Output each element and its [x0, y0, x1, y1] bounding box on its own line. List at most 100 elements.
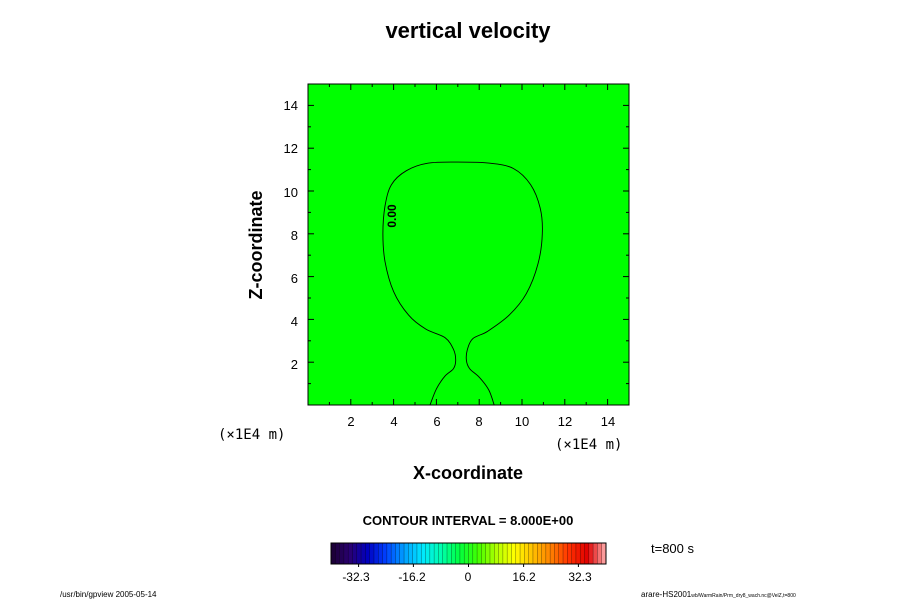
colorbar-segment — [502, 543, 508, 564]
colorbar-segment — [399, 543, 405, 564]
contour-label-zero: 0.00 — [385, 204, 399, 228]
colorbar-tick-label: 16.2 — [512, 570, 536, 584]
x-tick-label: 12 — [558, 414, 572, 429]
y-tick-label: 4 — [291, 314, 298, 329]
colorbar-segment — [447, 543, 452, 564]
colorbar — [331, 543, 607, 567]
footer-right-main: arare-HS2001 — [641, 590, 692, 599]
colorbar-segment — [365, 543, 370, 564]
colorbar-segment — [369, 543, 375, 564]
colorbar-segment — [434, 543, 439, 564]
x-tick-label: 2 — [347, 414, 354, 429]
colorbar-tick-label: -32.3 — [342, 570, 370, 584]
y-tick-label: 14 — [284, 98, 298, 113]
colorbar-tick-label: 0 — [465, 570, 472, 584]
plot-area: 0.00 — [307, 83, 630, 406]
y-tick-label: 12 — [284, 141, 298, 156]
colorbar-segment — [563, 543, 568, 564]
x-tick-label: 8 — [475, 414, 482, 429]
colorbar-segment — [348, 543, 353, 564]
x-tick-label: 6 — [433, 414, 440, 429]
colorbar-segment — [468, 543, 474, 564]
colorbar-segment — [343, 543, 349, 564]
colorbar-segment — [537, 543, 542, 564]
colorbar-segment — [412, 543, 418, 564]
colorbar-segment — [361, 543, 366, 564]
colorbar-segment — [429, 543, 435, 564]
colorbar-segment — [356, 543, 362, 564]
colorbar-segment — [352, 543, 358, 564]
plot-frame — [307, 83, 630, 406]
colorbar-segment — [541, 543, 547, 564]
colorbar-frame — [330, 542, 607, 565]
y-axis-label: Z-coordinate — [246, 190, 266, 299]
y-tick-label: 8 — [291, 228, 298, 243]
colorbar-segment — [593, 543, 598, 564]
x-axis-label: X-coordinate — [413, 463, 523, 483]
y-tick-labels: 2 4 6 8 10 12 14 — [284, 98, 298, 372]
colorbar-segment — [416, 543, 422, 564]
colorbar-segment — [421, 543, 426, 564]
colorbar-tick-label: -16.2 — [398, 570, 426, 584]
y-unit-label: (×1E4 m) — [218, 427, 285, 443]
colorbar-segment — [459, 543, 465, 564]
colorbar-tick-label: 32.3 — [568, 570, 592, 584]
contour-line-zero — [382, 161, 543, 406]
colorbar-segment — [515, 543, 521, 564]
colorbar-segment — [477, 543, 482, 564]
colorbar-tick-labels: -32.3 -16.2 0 16.2 32.3 — [342, 570, 592, 584]
colorbar-segment — [339, 543, 345, 564]
colorbar-segment — [558, 543, 564, 564]
colorbar-segment — [391, 543, 396, 564]
x-tick-label: 4 — [390, 414, 397, 429]
colorbar-segment — [438, 543, 444, 564]
contour-interval: CONTOUR INTERVAL = 8.000E+00 — [363, 513, 574, 528]
x-tick-labels: 2 4 6 8 10 12 14 — [347, 414, 615, 429]
colorbar-segment — [597, 543, 603, 564]
colorbar-segment — [425, 543, 431, 564]
colorbar-segment — [554, 543, 560, 564]
colorbar-segment — [507, 543, 512, 564]
colorbar-segment — [378, 543, 383, 564]
colorbar-segment — [580, 543, 585, 564]
colorbar-segment — [386, 543, 392, 564]
colorbar-segment — [498, 543, 504, 564]
colorbar-segment — [494, 543, 499, 564]
colorbar-segment — [442, 543, 448, 564]
footer-right-small: wb/WarmRain/Prm_dry8_wach.nc@VelZ,t=800 — [691, 593, 796, 599]
colorbar-segment — [584, 543, 590, 564]
colorbar-segment — [550, 543, 555, 564]
colorbar-segment — [511, 543, 517, 564]
colorbar-segment — [335, 543, 340, 564]
y-tick-label: 2 — [291, 357, 298, 372]
colorbar-segment — [545, 543, 551, 564]
colorbar-segment — [481, 543, 486, 564]
colorbar-segment — [455, 543, 461, 564]
x-unit-label: (×1E4 m) — [555, 437, 622, 453]
colorbar-segment — [331, 543, 336, 564]
chart-title: vertical velocity — [385, 18, 551, 43]
y-tick-label: 10 — [284, 185, 298, 200]
x-tick-label: 14 — [601, 414, 615, 429]
colorbar-segment — [451, 543, 456, 564]
x-tick-label: 10 — [515, 414, 529, 429]
colorbar-segment — [567, 543, 572, 564]
colorbar-segment — [520, 543, 525, 564]
colorbar-segment — [601, 543, 607, 564]
footer-left: /usr/bin/gpview 2005-05-14 — [60, 590, 157, 599]
colorbar-segment — [485, 543, 491, 564]
colorbar-segment — [575, 543, 581, 564]
colorbar-segment — [571, 543, 577, 564]
footer-right: arare-HS2001wb/WarmRain/Prm_dry8_wach.nc… — [641, 590, 796, 599]
colorbar-segment — [382, 543, 388, 564]
colorbar-segment — [373, 543, 379, 564]
colorbar-segment — [395, 543, 401, 564]
colorbar-segment — [489, 543, 495, 564]
plot-background — [308, 84, 629, 405]
colorbar-segment — [524, 543, 529, 564]
colorbar-segment — [532, 543, 538, 564]
colorbar-segment — [408, 543, 413, 564]
colorbar-segment — [404, 543, 409, 564]
time-label: t=800 s — [651, 541, 695, 556]
